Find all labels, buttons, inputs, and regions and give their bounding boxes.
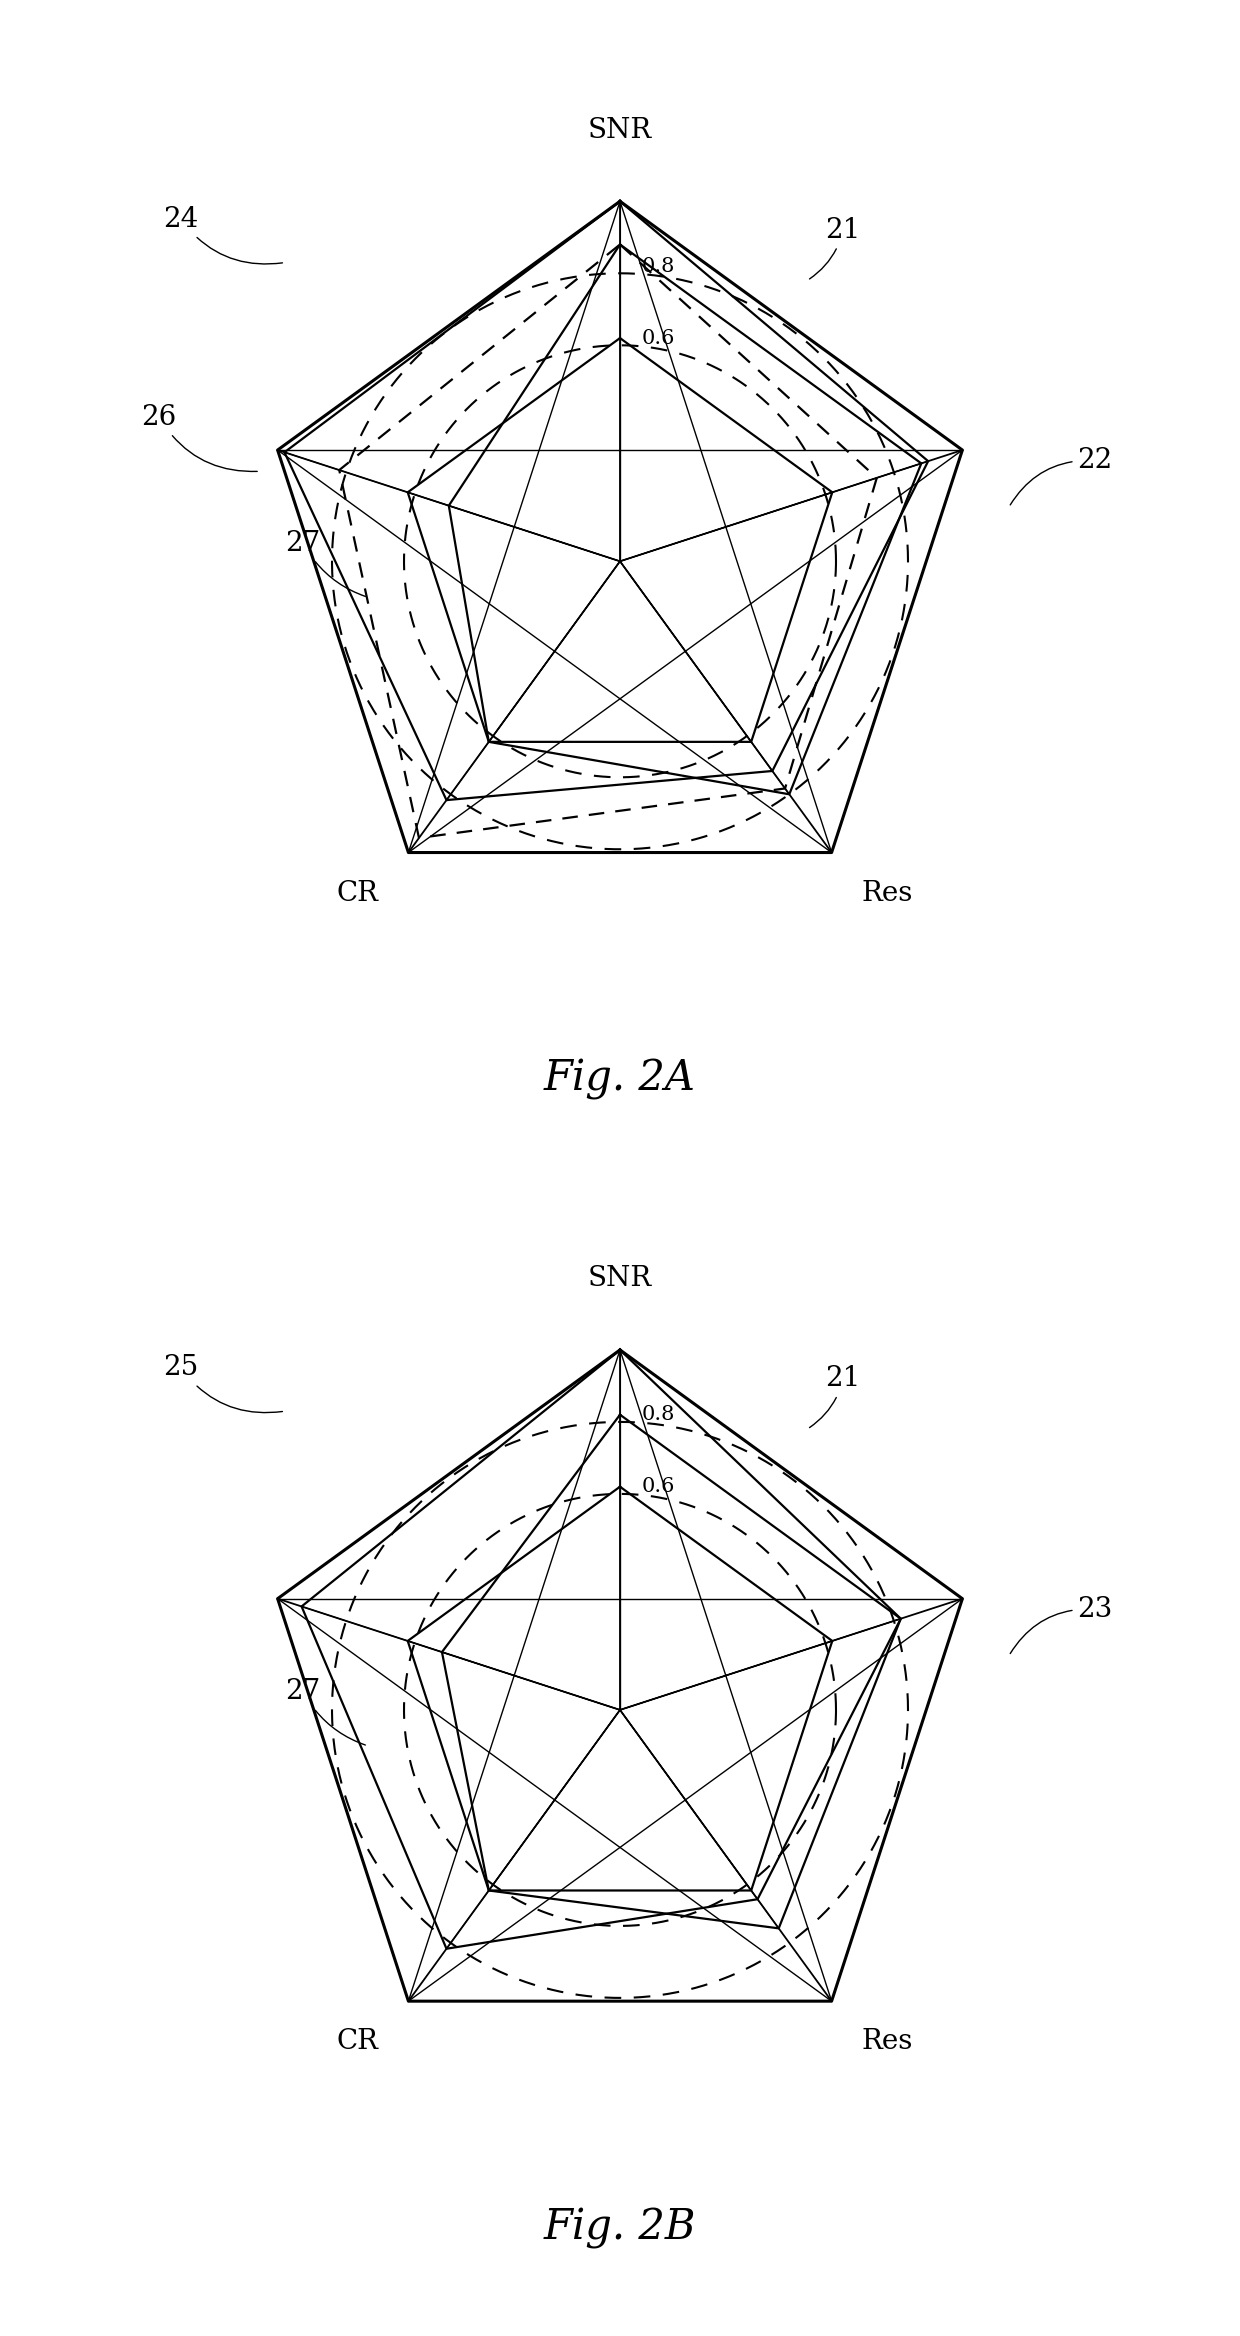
Text: 0.8: 0.8 — [641, 257, 675, 276]
Text: Fig. 2A: Fig. 2A — [544, 1058, 696, 1100]
Text: 24: 24 — [164, 206, 283, 264]
Text: Res: Res — [862, 2028, 913, 2056]
Text: 21: 21 — [810, 1364, 861, 1427]
Text: 0.8: 0.8 — [641, 1406, 675, 1425]
Text: Res: Res — [862, 881, 913, 906]
Text: 0.6: 0.6 — [641, 329, 675, 348]
Text: 27: 27 — [285, 1677, 366, 1745]
Text: Fig. 2B: Fig. 2B — [544, 2208, 696, 2250]
Text: 21: 21 — [810, 217, 861, 278]
Text: 27: 27 — [285, 530, 366, 596]
Text: 23: 23 — [1011, 1595, 1112, 1654]
Text: 0.6: 0.6 — [641, 1476, 675, 1497]
Text: CR: CR — [337, 881, 378, 906]
Text: SNR: SNR — [588, 1266, 652, 1292]
Text: SNR: SNR — [588, 117, 652, 145]
Text: 22: 22 — [1011, 446, 1112, 505]
Text: CR: CR — [337, 2028, 378, 2056]
Text: 25: 25 — [164, 1355, 283, 1413]
Text: 26: 26 — [141, 404, 257, 472]
